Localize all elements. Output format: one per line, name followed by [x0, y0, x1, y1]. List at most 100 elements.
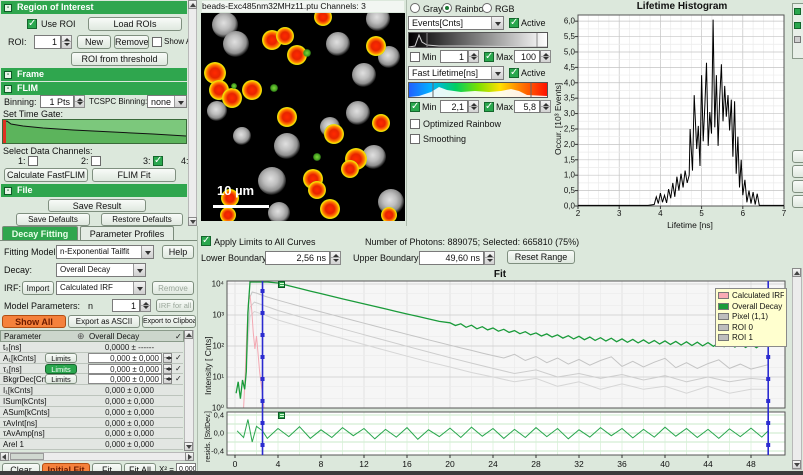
section-header-flim[interactable]: - FLIM: [1, 82, 187, 95]
spin-up-button[interactable]: [141, 300, 150, 306]
param-value[interactable]: 0,000 ± 0,000: [88, 363, 162, 374]
chevron-down-icon[interactable]: [491, 17, 503, 29]
spin-down-button[interactable]: [469, 56, 478, 63]
section-header-file[interactable]: - File: [1, 184, 187, 197]
lifetime-max-input[interactable]: 5,8: [514, 100, 540, 113]
spin-down-button[interactable]: [541, 106, 550, 113]
param-check[interactable]: ✓: [175, 374, 182, 384]
limits-button[interactable]: Limits: [45, 374, 77, 385]
events-max-input[interactable]: 100: [514, 50, 540, 63]
param-value[interactable]: 0,000 ± 0,000: [88, 352, 162, 363]
time-gate-handle[interactable]: [3, 120, 6, 143]
legend-item[interactable]: Pixel (1,1): [718, 312, 784, 323]
roi-from-threshold-button[interactable]: ROI from threshold: [71, 52, 168, 66]
irf-dropdown[interactable]: Calculated IRF: [56, 281, 146, 295]
calculate-fastflim-button[interactable]: Calculate FastFLIM: [4, 168, 88, 182]
channel-1-checkbox[interactable]: [28, 156, 38, 166]
chevron-down-icon[interactable]: [133, 264, 145, 276]
lifetime-max-checkbox[interactable]: [484, 101, 494, 112]
param-table-scrollbar[interactable]: [184, 330, 194, 451]
tab-decay-fitting[interactable]: Decay Fitting: [2, 226, 78, 240]
events-active-checkbox[interactable]: [509, 17, 519, 28]
show-all-parameters-button[interactable]: Show All: [2, 315, 66, 328]
scroll-down-button[interactable]: [792, 460, 801, 469]
scroll-left-button[interactable]: [0, 452, 9, 461]
flim-image[interactable]: 10 µm: [201, 13, 405, 221]
collapse-icon[interactable]: -: [4, 187, 12, 195]
binning-spinner[interactable]: [74, 95, 85, 108]
n-input[interactable]: 1: [112, 299, 140, 312]
section-header-roi[interactable]: - Region of Interest: [1, 1, 187, 14]
resid-drag-handle[interactable]: [278, 412, 285, 419]
optimized-rainbow-checkbox[interactable]: [410, 119, 420, 129]
irf-import-button[interactable]: Import: [22, 281, 54, 295]
spin-down-button[interactable]: [541, 56, 550, 63]
hscroll-thumb[interactable]: [10, 453, 44, 460]
events-gradient-bar[interactable]: [408, 32, 548, 48]
events-max-spinner[interactable]: [540, 50, 551, 63]
spin-up-button[interactable]: [331, 252, 340, 258]
upper-boundary-spinner[interactable]: [484, 251, 495, 265]
export-ascii-button[interactable]: Export as ASCII: [68, 315, 140, 328]
rainbow-radio[interactable]: [442, 3, 452, 13]
gray-radio[interactable]: [410, 3, 420, 13]
plot-drag-handle[interactable]: [278, 281, 285, 288]
scroll-right-button[interactable]: [185, 452, 194, 461]
events-max-checkbox[interactable]: [484, 51, 494, 62]
spin-down-button[interactable]: [62, 42, 71, 48]
boundary-cursor[interactable]: [260, 281, 265, 455]
upper-boundary-input[interactable]: 49,60 ns: [419, 251, 484, 265]
channel-3-checkbox[interactable]: [153, 155, 163, 166]
save-result-button[interactable]: Save Result: [48, 199, 146, 212]
load-rois-button[interactable]: Load ROIs: [88, 17, 182, 31]
lifetime-max-spinner[interactable]: [540, 100, 551, 113]
lifetime-min-checkbox[interactable]: [410, 101, 420, 112]
spin-up-button[interactable]: [469, 101, 478, 107]
roi-number-spinner[interactable]: [61, 35, 72, 49]
tcspc-binning-dropdown[interactable]: none: [147, 95, 187, 108]
rainbow-gradient-bar[interactable]: [408, 82, 548, 98]
spin-up-button[interactable]: [469, 51, 478, 57]
chevron-down-icon[interactable]: [141, 246, 153, 258]
scroll-down-button[interactable]: [184, 442, 193, 451]
events-channel-dropdown[interactable]: Events[Cnts]: [408, 16, 504, 30]
events-min-checkbox[interactable]: [410, 52, 420, 62]
irf-for-all-button[interactable]: IRF for all: [156, 299, 194, 312]
value-column-header[interactable]: Overall Decay: [89, 332, 140, 341]
rgb-radio[interactable]: [482, 3, 492, 13]
spin-down-button[interactable]: [75, 101, 84, 108]
spin-up-button[interactable]: [62, 36, 71, 42]
spin-down-button[interactable]: [469, 106, 478, 113]
apply-limits-checkbox[interactable]: [201, 235, 211, 246]
irf-remove-button[interactable]: Remove: [152, 281, 194, 295]
channel-2-checkbox[interactable]: [91, 156, 101, 166]
export-clipboard-button[interactable]: Export to Clipboard: [142, 315, 196, 328]
spin-up-button[interactable]: [75, 96, 84, 102]
lifetime-active-checkbox[interactable]: [509, 67, 519, 78]
legend-item[interactable]: Calculated IRF: [718, 291, 784, 302]
flim-fit-button[interactable]: FLIM Fit: [92, 168, 176, 182]
chevron-down-icon[interactable]: [133, 282, 145, 294]
time-gate-chart[interactable]: [2, 119, 187, 144]
restore-defaults-button[interactable]: Restore Defaults: [101, 213, 183, 226]
scroll-up-button[interactable]: [188, 0, 197, 9]
lower-boundary-spinner[interactable]: [330, 251, 341, 265]
collapse-icon[interactable]: -: [4, 4, 12, 12]
binning-input[interactable]: 1 Pts: [40, 95, 74, 108]
section-header-frame[interactable]: - Frame: [1, 68, 187, 81]
spin-down-button[interactable]: [164, 367, 172, 373]
param-value[interactable]: 0,000 ± 0,000: [88, 374, 162, 385]
spin-up-button[interactable]: [541, 101, 550, 107]
spin-down-button[interactable]: [331, 258, 340, 264]
roi-number-input[interactable]: 1: [34, 35, 61, 49]
param-spinner[interactable]: [163, 363, 172, 374]
spin-up-button[interactable]: [541, 51, 550, 57]
help-button[interactable]: Help: [162, 245, 194, 259]
left-panel-scrollbar[interactable]: [188, 0, 197, 226]
lifetime-min-input[interactable]: 2,1: [440, 100, 468, 113]
param-column-header[interactable]: Parameter: [4, 332, 42, 341]
spin-down-button[interactable]: [141, 305, 150, 312]
scroll-up-button[interactable]: [792, 268, 801, 277]
save-defaults-button[interactable]: Save Defaults: [16, 213, 90, 226]
roi-new-button[interactable]: New: [77, 35, 111, 49]
